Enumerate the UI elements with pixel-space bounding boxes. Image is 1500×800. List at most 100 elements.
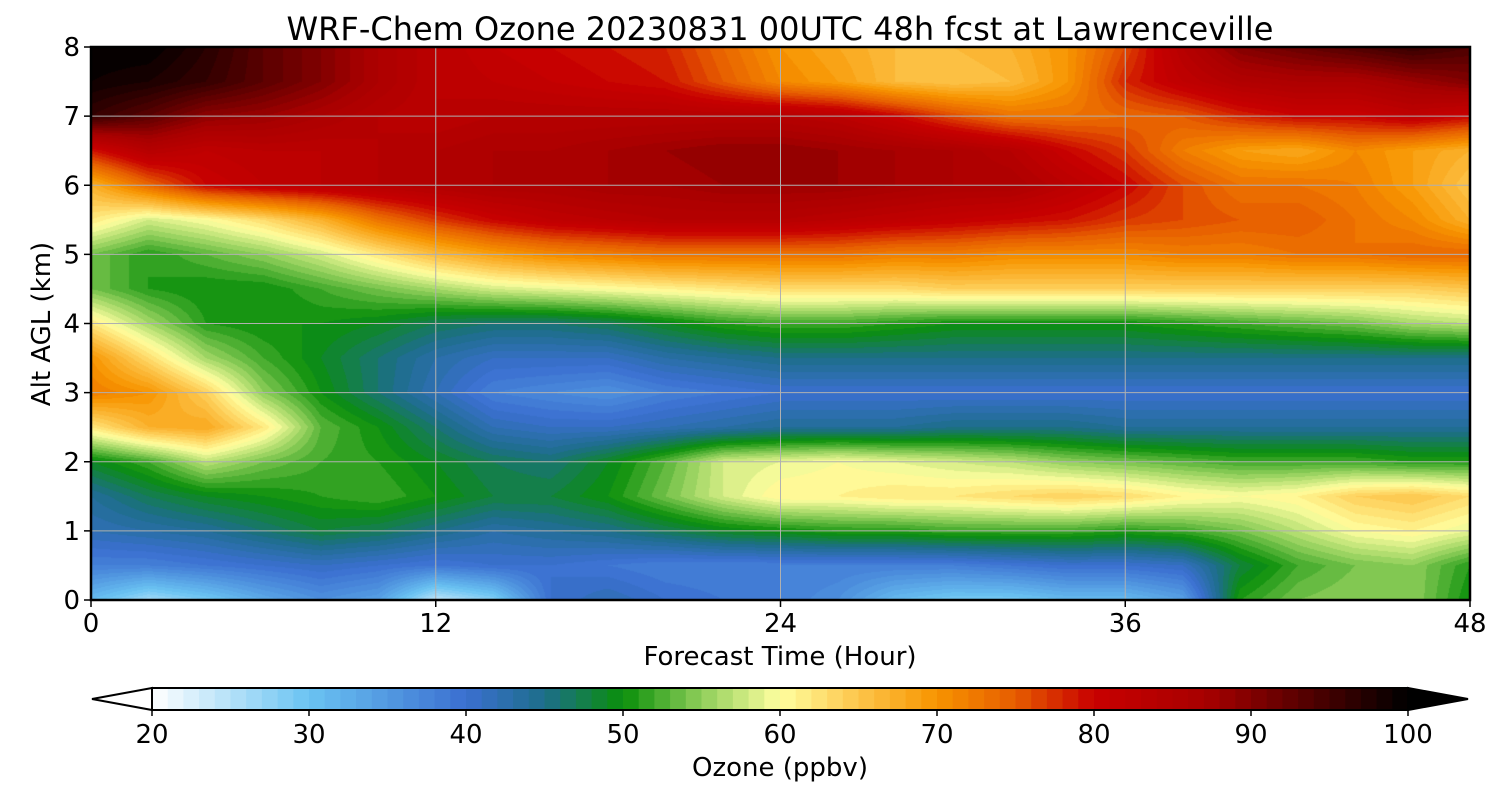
colorbar-segment [1266, 688, 1283, 710]
colorbar-segment [795, 688, 812, 710]
x-axis: 0 12 24 36 48 [83, 600, 1487, 639]
colorbar-segment [1015, 688, 1032, 710]
colorbar-segment [1156, 688, 1174, 710]
x-tick-label: 0 [83, 609, 100, 639]
x-tick-label: 36 [1109, 609, 1142, 639]
colorbar-segment [591, 688, 608, 710]
colorbar-segment [1188, 688, 1205, 710]
y-tick-label: 6 [63, 171, 80, 201]
colorbar-segment [1313, 688, 1331, 710]
colorbar-segment [1282, 688, 1299, 710]
y-tick-label: 8 [63, 33, 80, 63]
colorbar-segment [889, 688, 907, 710]
colorbar-segment [1046, 688, 1064, 710]
colorbar-tick-label: 70 [920, 720, 953, 750]
colorbar-tick-label: 40 [449, 720, 482, 750]
colorbar-segment [1329, 688, 1346, 710]
colorbar-segment [1203, 688, 1221, 710]
colorbar-segment [1109, 688, 1126, 710]
colorbar-segment [1125, 688, 1142, 710]
colorbar-segment [905, 688, 922, 710]
colorbar-segment [466, 688, 483, 710]
colorbar-segment [858, 688, 875, 710]
colorbar-segment [261, 688, 279, 710]
colorbar-max-extension [1407, 686, 1469, 712]
colorbar-min-extension [91, 686, 153, 712]
colorbar-label: Ozone (ppbv) [692, 753, 868, 783]
colorbar-segment [968, 688, 985, 710]
colorbar: 20 30 40 50 60 70 80 90 100 Ozone (ppbv) [91, 686, 1469, 783]
x-axis-label: Forecast Time (Hour) [643, 642, 916, 672]
chart-title: WRF-Chem Ozone 20230831 00UTC 48h fcst a… [287, 10, 1274, 48]
colorbar-tick-label: 90 [1234, 720, 1267, 750]
colorbar-segment [984, 688, 1001, 710]
colorbar-segment [434, 688, 451, 710]
colorbar-segment [654, 688, 671, 710]
colorbar-tick-label: 80 [1077, 720, 1110, 750]
colorbar-segment [780, 688, 797, 710]
colorbar-segment [827, 688, 844, 710]
colorbar-segment [1251, 688, 1268, 710]
colorbar-segment [403, 688, 420, 710]
y-tick-label: 5 [63, 240, 80, 270]
colorbar-segment [748, 688, 765, 710]
colorbar-segment [732, 688, 750, 710]
colorbar-segment [1235, 688, 1252, 710]
colorbar-tick-label: 50 [606, 720, 639, 750]
colorbar-segment [842, 688, 860, 710]
y-tick-label: 2 [63, 448, 80, 478]
colorbar-segment [717, 688, 734, 710]
y-tick-label: 3 [63, 379, 80, 409]
colorbar-segment [544, 688, 561, 710]
colorbar-segment [277, 688, 294, 710]
colorbar-segment [214, 688, 232, 710]
colorbar-tick-label: 30 [292, 720, 325, 750]
colorbar-segment [685, 688, 703, 710]
colorbar-segment [293, 688, 310, 710]
y-tick-label: 7 [63, 102, 80, 132]
colorbar-segment [1219, 688, 1236, 710]
colorbar-segment [387, 688, 404, 710]
colorbar-tick-label: 20 [135, 720, 168, 750]
y-tick-label: 1 [63, 517, 80, 547]
colorbar-segment [246, 688, 263, 710]
y-tick-label: 0 [63, 586, 80, 616]
colorbar-segment [937, 688, 954, 710]
colorbar-segment [999, 688, 1017, 710]
colorbar-segment [356, 688, 373, 710]
colorbar-segment [764, 688, 781, 710]
colorbar-segment [1172, 688, 1189, 710]
colorbar-segment [340, 688, 357, 710]
colorbar-segment [1078, 688, 1095, 710]
colorbar-segment [167, 688, 184, 710]
colorbar-segment [811, 688, 828, 710]
colorbar-segment [418, 688, 436, 710]
colorbar-segment [450, 688, 467, 710]
colorbar-segment [1376, 688, 1393, 710]
colorbar-segment [199, 688, 216, 710]
colorbar-segment [701, 688, 718, 710]
colorbar-segment [921, 688, 938, 710]
colorbar-segment [152, 688, 169, 710]
colorbar-segment [1094, 688, 1111, 710]
colorbar-segment [513, 688, 530, 710]
colorbar-segments [152, 688, 1409, 710]
colorbar-ticks: 20 30 40 50 60 70 80 90 100 [135, 710, 1433, 750]
colorbar-segment [230, 688, 247, 710]
colorbar-segment [1141, 688, 1158, 710]
y-axis: 0 1 2 3 4 5 6 7 8 [63, 33, 91, 616]
x-tick-label: 12 [419, 609, 452, 639]
colorbar-segment [497, 688, 514, 710]
colorbar-segment [1392, 688, 1409, 710]
colorbar-segment [1360, 688, 1378, 710]
colorbar-segment [1298, 688, 1315, 710]
colorbar-segment [1062, 688, 1079, 710]
colorbar-segment [371, 688, 389, 710]
colorbar-tick-label: 100 [1383, 720, 1433, 750]
y-tick-label: 4 [63, 310, 80, 340]
colorbar-segment [952, 688, 969, 710]
colorbar-segment [528, 688, 546, 710]
colorbar-segment [623, 688, 640, 710]
colorbar-segment [670, 688, 687, 710]
